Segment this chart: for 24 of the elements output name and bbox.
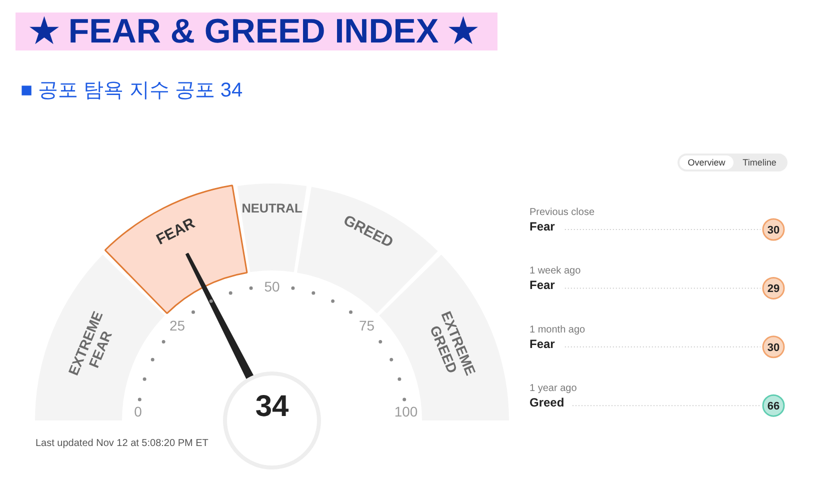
text: 25 <box>169 318 186 334</box>
category-label: Previous close <box>530 207 595 218</box>
slice-label: NEUTRAL <box>242 202 303 216</box>
text: Last updated Nov 12 at 5:08:20 PM ET <box>36 438 208 449</box>
text: 100 <box>394 404 418 420</box>
data-label: 30 <box>767 224 780 236</box>
text: Fear <box>530 278 555 292</box>
text: 0 <box>134 404 142 420</box>
category-label: 1 year ago <box>530 383 578 394</box>
category-label: 1 week ago <box>530 266 582 277</box>
data-label: 29 <box>767 283 780 296</box>
text: Overview <box>688 158 726 168</box>
data-label: 66 <box>767 400 780 413</box>
text: 75 <box>358 318 375 334</box>
chart-title: ★ FEAR & GREED INDEX ★ <box>28 12 478 50</box>
text: Fear <box>530 220 555 234</box>
text: Timeline <box>742 158 776 168</box>
chart-subtitle: ■ 공포 탐욕 지수 공포 34 <box>20 80 243 102</box>
category-label: 1 month ago <box>530 324 586 336</box>
text: Fear <box>530 336 555 351</box>
text: Greed <box>530 396 564 410</box>
text: 50 <box>264 278 280 294</box>
text: 34 <box>255 390 289 423</box>
data-label: 30 <box>767 342 780 354</box>
